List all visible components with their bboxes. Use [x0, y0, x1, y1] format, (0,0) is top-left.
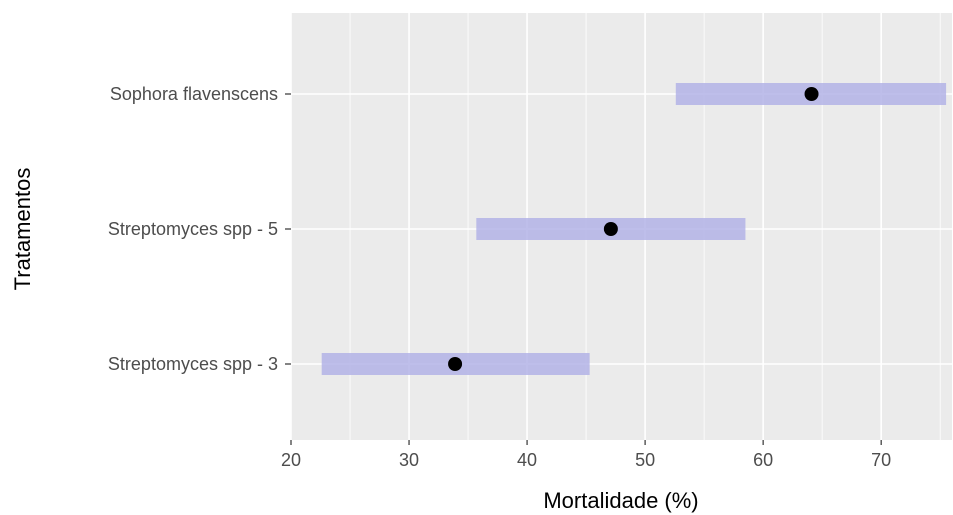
- x-axis-title: Mortalidade (%): [543, 488, 698, 513]
- x-tick-label: 70: [871, 450, 891, 470]
- x-tick-label: 60: [753, 450, 773, 470]
- estimate-point: [448, 357, 463, 371]
- x-tick-label: 40: [517, 450, 537, 470]
- x-tick-label: 50: [635, 450, 655, 470]
- estimate-point: [603, 222, 618, 236]
- estimate-points: [448, 87, 819, 371]
- y-tick-label: Sophora flavenscens: [110, 84, 278, 104]
- estimate-point: [804, 87, 819, 101]
- y-tick-label: Streptomyces spp - 5: [108, 219, 278, 239]
- x-tick-label: 30: [399, 450, 419, 470]
- x-tick-label: 20: [281, 450, 301, 470]
- y-axis: Sophora flavenscens Streptomyces spp - 5 S…: [108, 84, 291, 374]
- y-tick-label: Streptomyces spp - 3: [108, 354, 278, 374]
- x-axis: 20 30 40 50 60 70: [281, 440, 891, 470]
- y-axis-title: Tratamentos: [10, 168, 35, 291]
